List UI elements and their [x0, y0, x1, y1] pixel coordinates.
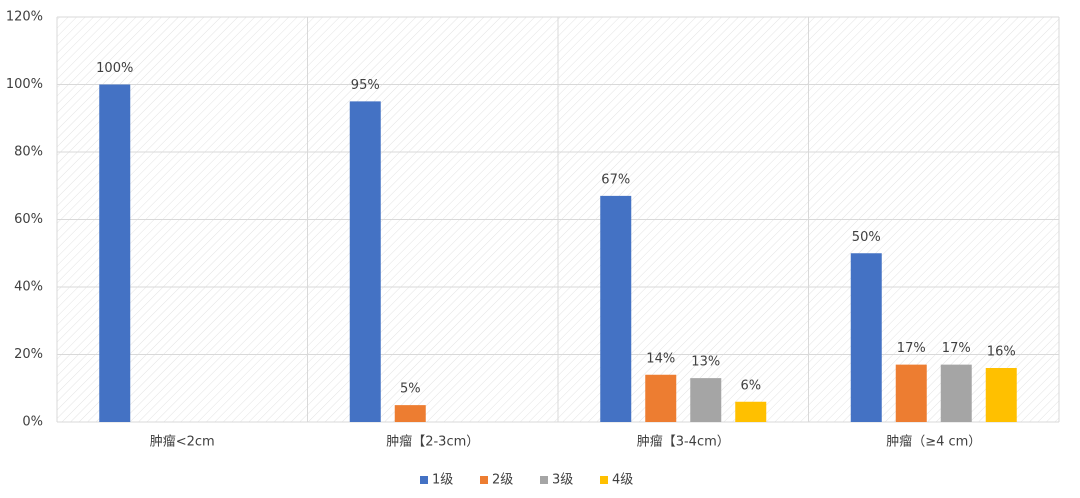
bar — [99, 84, 131, 422]
y-tick-label: 120% — [6, 10, 43, 25]
bar — [394, 405, 426, 422]
y-tick-label: 40% — [14, 280, 43, 295]
data-label: 16% — [987, 345, 1016, 360]
data-label: 95% — [351, 78, 380, 93]
data-label: 5% — [400, 382, 421, 397]
legend-label: 2级 — [492, 473, 513, 488]
bar — [895, 364, 927, 422]
data-label: 17% — [942, 341, 971, 356]
x-tick-label: 肿瘤【2-3cm） — [386, 434, 479, 450]
legend-label: 4级 — [612, 473, 633, 488]
data-label: 17% — [897, 341, 926, 356]
legend-label: 1级 — [432, 473, 453, 488]
legend-swatch — [420, 476, 428, 484]
bar — [850, 253, 882, 422]
data-label: 50% — [852, 230, 881, 245]
data-label: 100% — [96, 61, 133, 76]
legend-label: 3级 — [552, 473, 573, 488]
legend-swatch — [540, 476, 548, 484]
bar — [645, 374, 677, 422]
legend-swatch — [480, 476, 488, 484]
data-label: 6% — [740, 378, 761, 393]
bar — [985, 368, 1017, 422]
y-tick-label: 60% — [14, 212, 43, 227]
bar — [600, 195, 632, 422]
bar — [690, 378, 722, 422]
y-tick-label: 0% — [22, 415, 43, 430]
data-label: 67% — [601, 172, 630, 187]
y-tick-label: 20% — [14, 347, 43, 362]
y-tick-label: 80% — [14, 145, 43, 160]
data-label: 14% — [646, 351, 675, 366]
bar — [940, 364, 972, 422]
x-tick-label: 肿瘤（≥4 cm） — [886, 434, 981, 450]
data-label: 13% — [691, 355, 720, 370]
bar — [735, 401, 767, 422]
x-tick-label: 肿瘤【3-4cm） — [637, 434, 730, 450]
y-tick-label: 100% — [6, 77, 43, 92]
bar — [349, 101, 381, 422]
x-tick-label: 肿瘤<2cm — [150, 434, 215, 450]
legend-swatch — [600, 476, 608, 484]
